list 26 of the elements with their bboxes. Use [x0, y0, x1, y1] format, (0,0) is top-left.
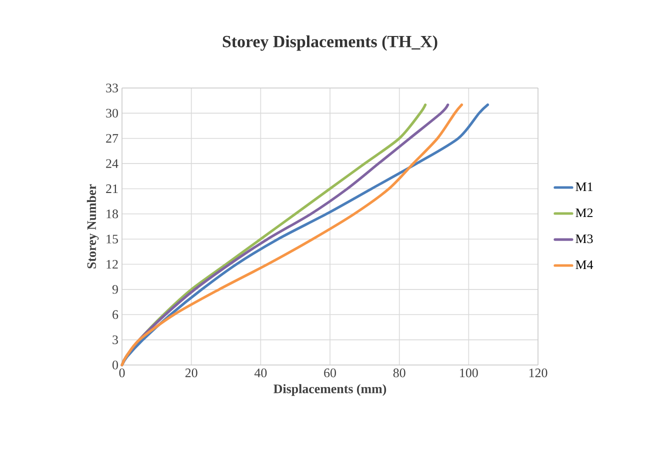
y-tick-label: 18 — [106, 210, 118, 218]
x-tick-label: 80 — [393, 368, 406, 378]
legend-label: M1 — [576, 182, 592, 192]
y-tick-label: 9 — [112, 285, 118, 294]
x-axis-title: Displacements (mm) — [274, 384, 386, 396]
y-tick-label: 33 — [106, 84, 118, 92]
x-tick-label: 40 — [254, 368, 267, 378]
x-tick-label: 100 — [460, 368, 478, 378]
y-tick-label: 30 — [106, 108, 118, 118]
x-tick-label: 60 — [324, 368, 336, 378]
y-tick-label: 3 — [112, 335, 118, 344]
y-tick-label: 12 — [106, 260, 118, 269]
y-tick-label: 24 — [106, 159, 118, 168]
y-tick-label: 15 — [106, 234, 118, 244]
y-tick-label: 27 — [106, 134, 118, 143]
y-tick-label: 0 — [112, 360, 118, 370]
y-tick-label: 21 — [106, 184, 118, 194]
legend-label: M2 — [576, 208, 593, 218]
legend-label: M4 — [576, 260, 594, 270]
legend-label: M3 — [576, 234, 593, 244]
y-axis-title: Storey Number — [86, 184, 99, 268]
x-tick-label: 0 — [119, 368, 125, 378]
chart-title: Storey Displacements (TH_X) — [222, 35, 438, 51]
x-tick-label: 20 — [185, 368, 198, 378]
x-tick-label: 120 — [529, 368, 548, 378]
y-tick-label: 6 — [112, 310, 118, 319]
